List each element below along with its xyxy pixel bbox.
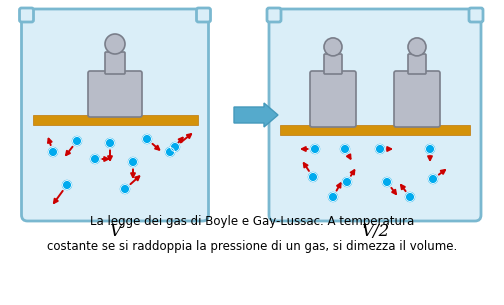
Circle shape	[91, 155, 99, 163]
Circle shape	[308, 173, 318, 181]
Circle shape	[170, 142, 179, 152]
Circle shape	[129, 157, 138, 167]
FancyBboxPatch shape	[469, 8, 483, 22]
Circle shape	[73, 137, 82, 145]
Text: V/2: V/2	[361, 223, 389, 240]
Circle shape	[428, 174, 437, 184]
FancyBboxPatch shape	[267, 8, 281, 22]
Text: V: V	[109, 223, 121, 240]
Circle shape	[425, 145, 434, 153]
Circle shape	[383, 178, 392, 186]
FancyBboxPatch shape	[408, 54, 426, 74]
Text: La legge dei gas di Boyle e Gay-Lussac. A temperatura: La legge dei gas di Boyle e Gay-Lussac. …	[90, 215, 414, 228]
FancyBboxPatch shape	[310, 71, 356, 127]
FancyBboxPatch shape	[88, 71, 142, 117]
Bar	[32, 115, 198, 125]
Bar	[280, 125, 470, 135]
Circle shape	[105, 34, 125, 54]
Circle shape	[310, 145, 320, 153]
Circle shape	[165, 148, 174, 156]
Circle shape	[120, 185, 130, 193]
FancyBboxPatch shape	[105, 52, 125, 74]
Circle shape	[408, 38, 426, 56]
FancyBboxPatch shape	[22, 9, 209, 221]
Circle shape	[48, 148, 57, 156]
FancyBboxPatch shape	[20, 8, 33, 22]
Circle shape	[406, 192, 414, 202]
Circle shape	[105, 138, 114, 148]
Circle shape	[62, 181, 72, 189]
FancyBboxPatch shape	[324, 54, 342, 74]
Text: costante se si raddoppia la pressione di un gas, si dimezza il volume.: costante se si raddoppia la pressione di…	[47, 240, 457, 253]
FancyArrow shape	[234, 103, 278, 127]
Circle shape	[343, 178, 351, 186]
Text: P: P	[89, 0, 101, 3]
FancyBboxPatch shape	[197, 8, 211, 22]
Text: 2P: 2P	[374, 0, 396, 3]
Circle shape	[143, 135, 152, 143]
Circle shape	[375, 145, 385, 153]
Circle shape	[341, 145, 349, 153]
Circle shape	[324, 38, 342, 56]
FancyBboxPatch shape	[394, 71, 440, 127]
FancyBboxPatch shape	[269, 9, 481, 221]
Circle shape	[329, 192, 338, 202]
